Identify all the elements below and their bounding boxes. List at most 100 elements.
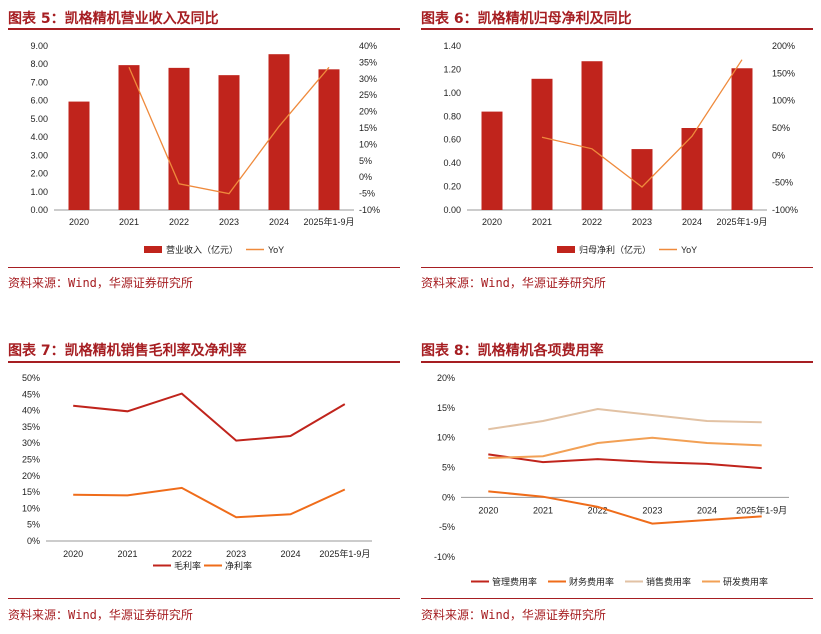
margins-chart: 0% 5% 10% 15% 20% 25% 30% 35% 40% 45% 50% 2020 2021 2… — [22, 373, 372, 571]
y-right-tick-label: 25% — [359, 90, 377, 100]
title-rule — [8, 361, 400, 363]
bar-2020 — [481, 111, 503, 210]
x-tick-label: 2020 — [478, 505, 498, 515]
x-tick-label: 2022 — [169, 217, 189, 227]
y-right-tick-label: 0% — [359, 172, 372, 182]
x-tick-label: 2023 — [226, 549, 246, 559]
y-left-tick-label: 0.60 — [443, 135, 461, 145]
revenue-chart-title: 图表 5：凯格精机营业收入及同比 — [8, 11, 219, 27]
y-right-tick-label: 40% — [359, 41, 377, 51]
y-right-tick-label: 200% — [772, 41, 795, 51]
title-rule — [421, 361, 813, 363]
x-tick-label: 2025年1-9月 — [716, 216, 767, 227]
x-tick-label: 2023 — [219, 217, 239, 227]
y-tick-label: 20% — [22, 471, 40, 481]
y-right-tick-label: -100% — [772, 205, 798, 215]
y-right-tick-label: 15% — [359, 123, 377, 133]
x-tick-label: 2023 — [642, 505, 662, 515]
x-tick-label: 2022 — [172, 549, 192, 559]
y-tick-label: 30% — [22, 438, 40, 448]
x-tick-label: 2024 — [280, 549, 300, 559]
x-tick-label: 2021 — [533, 505, 553, 515]
y-right-tick-label: -5% — [359, 189, 375, 199]
y-tick-label: 50% — [22, 373, 40, 383]
bar-2021 — [531, 78, 553, 210]
y-tick-label: -5% — [439, 522, 455, 532]
y-tick-label: 45% — [22, 389, 40, 399]
y-left-tick-label: 6.00 — [30, 96, 48, 106]
revenue-chart: 0.00 1.00 2.00 3.00 4.00 5.00 6.00 7.00 8.00 9.00… — [30, 41, 380, 255]
legend-label: 财务费用率 — [569, 576, 614, 587]
source-note: 资料来源：Wind，华源证券研究所 — [421, 608, 606, 622]
series-line-净利率 — [73, 486, 346, 519]
legend-label: 毛利率 — [174, 560, 201, 571]
y-tick-label: 5% — [442, 463, 455, 473]
bar-2024 — [681, 128, 703, 210]
y-right-tick-label: -50% — [772, 178, 793, 188]
y-right-tick-label: 50% — [772, 123, 790, 133]
y-left-tick-label: 0.00 — [443, 205, 461, 215]
x-tick-label: 2025年1-9月 — [303, 216, 354, 227]
y-left-tick-label: 9.00 — [30, 41, 48, 51]
series-line-毛利率 — [73, 392, 346, 442]
expenses-chart-panel: 图表 8：凯格精机各项费用率 -10% -5% 0% 5% 10% 15% 20% 2020 2… — [421, 340, 813, 630]
legend-label: 管理费用率 — [492, 576, 537, 587]
title-rule — [8, 28, 400, 30]
y-tick-label: 5% — [27, 520, 40, 530]
legend-label: 归母净利（亿元） — [579, 244, 651, 255]
x-tick-label: 2020 — [482, 217, 502, 227]
legend-label: YoY — [681, 245, 697, 255]
bar-2023 — [631, 149, 653, 210]
bar-2020 — [68, 101, 90, 210]
x-tick-label: 2023 — [632, 217, 652, 227]
y-right-tick-label: 100% — [772, 96, 795, 106]
x-tick-label: 2021 — [119, 217, 139, 227]
y-tick-label: 20% — [437, 373, 455, 383]
bar-2022 — [581, 61, 603, 210]
expenses-chart-title: 图表 8：凯格精机各项费用率 — [421, 343, 604, 359]
y-left-tick-label: 0.40 — [443, 158, 461, 168]
y-right-tick-label: 30% — [359, 74, 377, 84]
x-tick-label: 2020 — [63, 549, 83, 559]
y-right-tick-label: -10% — [359, 205, 380, 215]
x-tick-label: 2024 — [269, 217, 289, 227]
y-left-tick-label: 1.40 — [443, 41, 461, 51]
margins-chart-title: 图表 7：凯格精机销售毛利率及净利率 — [8, 343, 247, 359]
title-rule — [421, 28, 813, 30]
x-tick-label: 2021 — [117, 549, 137, 559]
y-tick-label: 15% — [22, 487, 40, 497]
y-left-tick-label: 2.00 — [30, 169, 48, 179]
series-line-研发费用率 — [488, 436, 762, 459]
y-right-tick-label: 5% — [359, 156, 372, 166]
legend-label: 净利率 — [225, 560, 252, 571]
y-right-tick-label: 35% — [359, 57, 377, 67]
legend-label: YoY — [268, 245, 284, 255]
y-left-tick-label: 5.00 — [30, 114, 48, 124]
y-tick-label: 0% — [27, 536, 40, 546]
y-tick-label: 10% — [437, 433, 455, 443]
source-rule — [8, 267, 400, 268]
revenue-chart-panel: 图表 5：凯格精机营业收入及同比 0.00 1.00 2.00 3.00 4.00 5.0… — [8, 8, 400, 298]
margins-chart-panel: 图表 7：凯格精机销售毛利率及净利率 0% 5% 10% 15% 20% 25% 30% 35… — [8, 340, 400, 630]
bar-2022 — [168, 67, 190, 210]
y-tick-label: 40% — [22, 406, 40, 416]
source-rule — [421, 267, 813, 268]
source-note: 资料来源：Wind，华源证券研究所 — [8, 608, 193, 622]
y-left-tick-label: 0.80 — [443, 111, 461, 121]
x-tick-label: 2021 — [532, 217, 552, 227]
y-left-tick-label: 1.00 — [443, 88, 461, 98]
y-tick-label: 0% — [442, 492, 455, 502]
source-note: 资料来源：Wind，华源证券研究所 — [8, 276, 193, 290]
x-tick-label: 2022 — [588, 505, 608, 515]
y-left-tick-label: 0.20 — [443, 182, 461, 192]
netprofit-chart: 0.00 0.20 0.40 0.60 0.80 1.00 1.20 1.40 -100% -50… — [443, 41, 798, 255]
source-rule — [421, 598, 813, 599]
y-right-tick-label: 150% — [772, 68, 795, 78]
y-tick-label: 10% — [22, 503, 40, 513]
y-left-tick-label: 3.00 — [30, 150, 48, 160]
bar-2023 — [218, 75, 240, 211]
y-tick-label: -10% — [434, 552, 455, 562]
expenses-chart: -10% -5% 0% 5% 10% 15% 20% 2020 2021 2022 2023 2024… — [434, 373, 789, 587]
y-tick-label: 25% — [22, 455, 40, 465]
x-tick-label: 2022 — [582, 217, 602, 227]
